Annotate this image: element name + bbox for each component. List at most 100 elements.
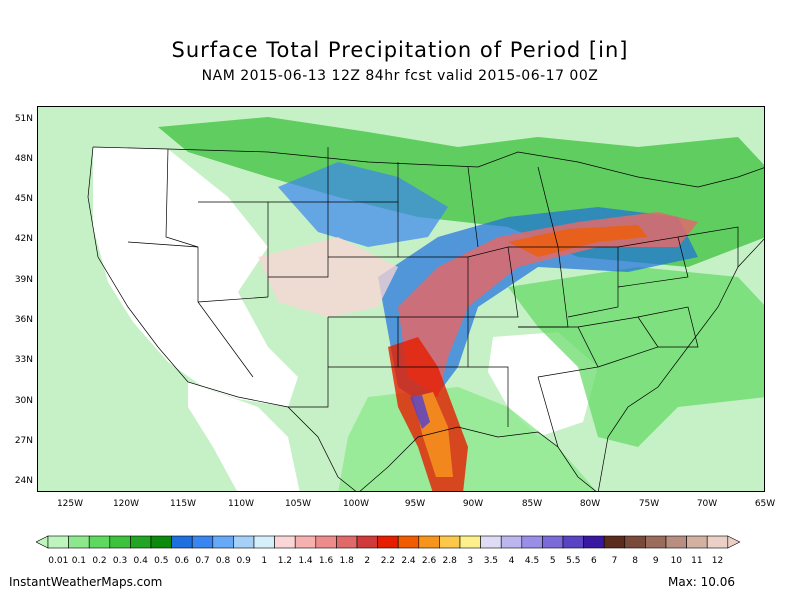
extreme-precip-core xyxy=(410,395,430,429)
colorbar-level-label: 2 xyxy=(364,556,371,566)
colorbar-level-label: 0.7 xyxy=(195,556,210,566)
lon-label-105w: 105W xyxy=(284,499,312,509)
colorbar-upper-arrow xyxy=(727,535,741,549)
lon-label-125w: 125W xyxy=(56,499,84,509)
colorbar-swatch xyxy=(459,535,481,549)
colorbar-swatch xyxy=(47,535,69,549)
borders xyxy=(87,146,764,491)
colorbar-swatch xyxy=(171,535,193,549)
colorbar-swatch xyxy=(686,535,708,549)
lat-label-24n: 24N xyxy=(14,476,33,486)
colorbar-level-label: 11 xyxy=(691,556,703,566)
colorbar-swatch xyxy=(562,535,584,549)
lat-label-27n: 27N xyxy=(14,436,33,446)
colorbar-level-label: 0.5 xyxy=(154,556,169,566)
colorbar-swatch xyxy=(88,535,111,549)
heavy-precip-midwest xyxy=(508,225,648,257)
colorbar-swatch xyxy=(356,535,378,549)
colorbar-level-label: 0.6 xyxy=(174,556,190,566)
colorbar-level-label: 4 xyxy=(508,556,515,566)
colorbar-swatch xyxy=(212,535,234,549)
colorbar-swatch xyxy=(439,535,461,549)
colorbar-swatch xyxy=(665,535,687,549)
lat-label-51n: 51N xyxy=(14,114,33,124)
colorbar-swatch xyxy=(253,535,275,549)
lon-label-90w: 90W xyxy=(462,499,484,509)
colorbar-swatch xyxy=(315,535,337,549)
colorbar-level-label: 12 xyxy=(711,556,724,566)
colorbar-swatch xyxy=(377,535,399,549)
colorbar-swatch xyxy=(480,535,502,549)
precipitation-map xyxy=(37,106,765,492)
colorbar-swatch xyxy=(191,535,214,549)
colorbar-level-label: 2.8 xyxy=(442,556,457,566)
lon-label-110w: 110W xyxy=(227,499,255,509)
colorbar-level-label: 0.1 xyxy=(71,556,87,566)
colorbar-level-label: 6 xyxy=(591,556,597,566)
lon-label-120w: 120W xyxy=(112,499,140,509)
lon-label-75w: 75W xyxy=(638,499,660,509)
lat-label-30n: 30N xyxy=(14,396,33,406)
heavy-precip-axis xyxy=(398,212,698,397)
map-title: Surface Total Precipitation of Period [i… xyxy=(171,38,629,62)
lat-label-39n: 39N xyxy=(14,275,33,285)
colorbar-level-label: 2.6 xyxy=(421,556,437,566)
map-subtitle: NAM 2015-06-13 12Z 84hr fcst valid 2015-… xyxy=(201,68,599,84)
lon-label-100w: 100W xyxy=(342,499,370,509)
lat-label-36n: 36N xyxy=(14,315,33,325)
lon-label-115w: 115W xyxy=(169,499,197,509)
colorbar-level-label: 0.3 xyxy=(112,556,128,566)
colorbar-swatch xyxy=(624,535,646,549)
lon-label-85w: 85W xyxy=(521,499,543,509)
colorbar-swatch xyxy=(521,535,543,549)
colorbar-swatch xyxy=(645,535,667,549)
colorbar-swatch xyxy=(418,535,440,549)
lat-label-45n: 45N xyxy=(14,194,33,204)
lat-label-33n: 33N xyxy=(14,355,33,365)
colorbar-level-label: 10 xyxy=(670,556,683,566)
colorbar-swatch xyxy=(397,535,420,549)
colorbar-level-label: 1.4 xyxy=(298,556,313,566)
lon-label-95w: 95W xyxy=(404,499,426,509)
color-scale-bar xyxy=(36,535,741,549)
colorbar-level-label: 5.5 xyxy=(566,556,581,566)
colorbar-level-label: 8 xyxy=(632,556,638,566)
dry-region-west xyxy=(93,147,298,407)
colorbar-swatch xyxy=(150,535,172,549)
colorbar-swatch xyxy=(109,535,131,549)
colorbar-level-label: 5 xyxy=(549,556,556,566)
lon-label-65w: 65W xyxy=(754,499,776,509)
colorbar-level-label: 0.9 xyxy=(236,556,251,566)
lat-label-48n: 48N xyxy=(14,154,33,164)
colorbar-level-label: 0.01 xyxy=(48,556,69,566)
map-canvas xyxy=(38,107,764,491)
colorbar-level-label: 9 xyxy=(652,556,659,566)
colorbar-swatch xyxy=(233,535,255,549)
colorbar-level-label: 1 xyxy=(261,556,268,566)
colorbar-level-label: 4.5 xyxy=(524,556,540,566)
colorbar-swatch xyxy=(294,535,317,549)
lat-label-42n: 42N xyxy=(14,234,33,244)
colorbar-level-label: 1.8 xyxy=(339,556,354,566)
colorbar-level-label: 2.4 xyxy=(401,556,416,566)
colorbar-swatch xyxy=(542,535,564,549)
colorbar-swatch xyxy=(130,535,152,549)
lon-label-80w: 80W xyxy=(579,499,601,509)
green-band-east xyxy=(508,267,764,447)
colorbar-level-label: 7 xyxy=(611,556,618,566)
colorbar-level-label: 0.4 xyxy=(133,556,148,566)
colorbar-level-label: 0.2 xyxy=(92,556,107,566)
colorbar-level-label: 2.2 xyxy=(380,556,396,566)
colorbar-swatch xyxy=(336,535,358,549)
colorbar-swatch xyxy=(583,535,605,549)
colorbar-level-label: 0.8 xyxy=(215,556,231,566)
colorbar-swatch xyxy=(500,535,523,549)
site-credit: InstantWeatherMaps.com xyxy=(9,575,163,589)
lon-label-70w: 70W xyxy=(696,499,718,509)
max-value: Max: 10.06 xyxy=(668,575,736,589)
colorbar-level-label: 1.6 xyxy=(318,556,334,566)
colorbar-swatch xyxy=(706,535,729,549)
colorbar-swatch xyxy=(603,535,626,549)
colorbar-lower-arrow xyxy=(36,535,49,549)
colorbar-level-label: 3 xyxy=(467,556,474,566)
